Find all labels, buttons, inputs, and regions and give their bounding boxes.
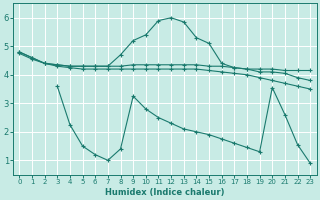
X-axis label: Humidex (Indice chaleur): Humidex (Indice chaleur) (105, 188, 225, 197)
